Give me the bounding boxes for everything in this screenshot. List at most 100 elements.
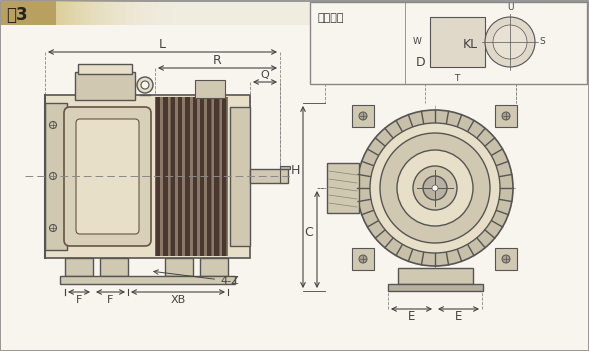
Bar — [398, 268, 473, 284]
Bar — [430, 17, 485, 67]
Bar — [108, 1, 110, 25]
Bar — [58, 1, 60, 25]
Bar — [170, 1, 172, 25]
Bar — [78, 64, 132, 74]
Bar — [72, 1, 74, 25]
Bar — [163, 97, 168, 256]
Bar — [152, 1, 154, 25]
Text: F: F — [107, 295, 114, 305]
Text: Q: Q — [260, 70, 269, 80]
Text: U: U — [507, 3, 513, 12]
Bar — [495, 105, 517, 127]
Bar — [45, 95, 250, 258]
Bar — [170, 97, 173, 256]
Bar — [88, 1, 90, 25]
Circle shape — [423, 176, 447, 200]
Bar — [134, 1, 136, 25]
Circle shape — [502, 112, 510, 120]
Bar — [82, 1, 84, 25]
Bar — [116, 1, 118, 25]
Text: C: C — [305, 226, 313, 239]
Bar — [207, 97, 211, 256]
Bar — [310, 2, 587, 84]
Bar — [138, 1, 140, 25]
Bar — [106, 1, 108, 25]
Bar — [186, 97, 189, 256]
Bar — [92, 1, 94, 25]
Bar — [165, 258, 193, 276]
Circle shape — [380, 133, 490, 243]
Bar — [352, 105, 374, 127]
Bar — [327, 163, 359, 213]
Bar — [56, 1, 58, 25]
Bar — [132, 1, 134, 25]
Bar — [110, 1, 112, 25]
FancyBboxPatch shape — [64, 107, 151, 246]
Bar — [80, 1, 82, 25]
Bar — [98, 1, 100, 25]
Bar — [75, 72, 135, 100]
Bar — [114, 1, 116, 25]
Bar — [200, 97, 204, 256]
Bar — [150, 1, 152, 25]
Bar — [148, 1, 150, 25]
Text: E: E — [408, 311, 415, 324]
Bar — [118, 1, 120, 25]
Bar — [230, 107, 250, 246]
Text: W: W — [413, 38, 422, 46]
Bar — [100, 1, 102, 25]
Circle shape — [357, 110, 513, 266]
Text: D: D — [416, 55, 425, 68]
Text: H: H — [290, 164, 300, 177]
Bar — [388, 284, 483, 291]
Circle shape — [485, 17, 535, 67]
Bar — [96, 1, 98, 25]
Bar — [136, 1, 138, 25]
Circle shape — [359, 112, 367, 120]
Text: 図3: 図3 — [6, 6, 28, 24]
Bar — [195, 80, 225, 98]
Bar — [172, 1, 174, 25]
Bar — [185, 97, 190, 256]
Bar — [120, 1, 122, 25]
Bar — [178, 97, 182, 256]
Circle shape — [359, 255, 367, 263]
Bar — [128, 1, 130, 25]
Text: S: S — [539, 38, 545, 46]
Bar — [124, 1, 126, 25]
Bar — [130, 1, 132, 25]
Bar — [163, 97, 166, 256]
Bar — [90, 1, 92, 25]
Bar — [140, 1, 142, 25]
Bar — [224, 97, 227, 256]
Bar — [495, 248, 517, 270]
Text: L: L — [159, 38, 166, 51]
Bar — [60, 276, 235, 284]
Bar — [158, 1, 160, 25]
Bar — [250, 169, 288, 183]
Text: R: R — [213, 53, 222, 66]
Bar — [155, 97, 228, 256]
Bar — [193, 97, 197, 256]
Text: F: F — [76, 295, 82, 305]
Bar — [162, 1, 164, 25]
Bar — [102, 1, 104, 25]
Bar — [66, 1, 68, 25]
Text: KL: KL — [463, 38, 478, 51]
Bar — [100, 258, 128, 276]
Circle shape — [370, 123, 500, 253]
Bar — [166, 1, 168, 25]
Bar — [86, 1, 88, 25]
Bar — [200, 258, 228, 276]
Circle shape — [493, 25, 527, 59]
Circle shape — [502, 255, 510, 263]
Circle shape — [397, 150, 473, 226]
Bar — [154, 1, 156, 25]
Circle shape — [49, 172, 57, 179]
Bar — [217, 97, 220, 256]
Circle shape — [49, 225, 57, 232]
Circle shape — [413, 166, 457, 210]
Bar — [280, 166, 290, 169]
Bar — [144, 1, 146, 25]
Bar — [221, 97, 226, 256]
